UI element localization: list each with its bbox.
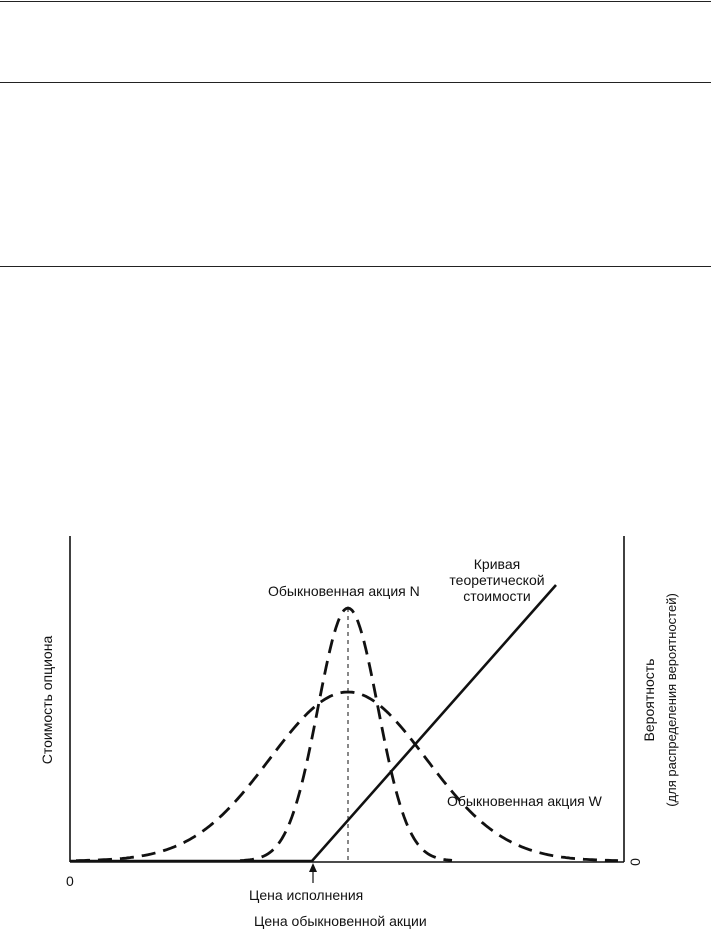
top-rule — [0, 1, 711, 2]
stock-n-label: Обыкновенная акция N — [268, 583, 420, 599]
theoretical-value-line — [70, 584, 557, 863]
middle-rule — [0, 82, 711, 83]
strike-arrow-head — [309, 863, 317, 872]
right-axis-sublabel: (для распределения вероятностей) — [664, 593, 679, 807]
strike-label: Цена исполнения — [249, 887, 363, 903]
x-axis-label: Цена обыкновенной акции — [254, 913, 427, 929]
stock-n-distribution-curve — [239, 606, 453, 862]
right-axis-label: Вероятность — [641, 659, 657, 742]
stock-w-distribution-curve — [76, 690, 619, 862]
stock-w-label: Обыкновенная акция W — [447, 793, 603, 809]
left-axis-label: Стоимость опциона — [39, 636, 55, 765]
lower-rule — [0, 266, 711, 267]
theory-label-line-3: стоимости — [463, 588, 531, 604]
x-origin-label: 0 — [66, 873, 74, 889]
theory-label-line-1: Кривая — [474, 556, 520, 572]
right-origin-label: 0 — [627, 858, 643, 866]
theory-label-line-2: теоретической — [449, 572, 544, 588]
